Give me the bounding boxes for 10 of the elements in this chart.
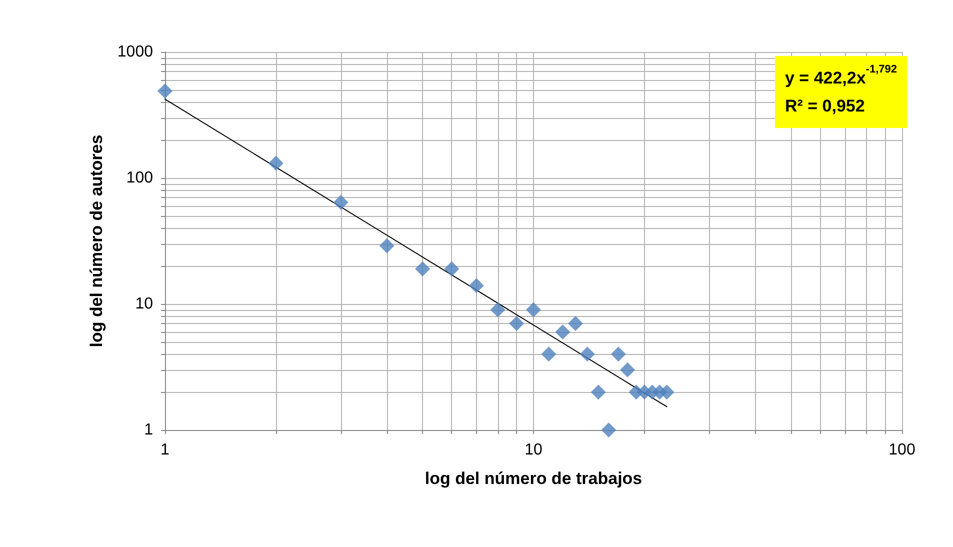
x-tick-label: 1 — [160, 442, 170, 458]
y-tick-label: 10 — [135, 296, 154, 312]
y-tick-label: 1000 — [117, 44, 154, 60]
x-axis-title: log del número de trabajos — [424, 469, 642, 488]
x-tick-label: 100 — [888, 442, 916, 458]
x-tick-label: 10 — [524, 442, 542, 458]
y-tick-label: 1 — [144, 422, 154, 438]
y-tick-label: 100 — [126, 170, 154, 186]
annotation: R² = 0,952 — [784, 96, 865, 116]
y-axis-title: log del número de autores — [87, 134, 106, 348]
